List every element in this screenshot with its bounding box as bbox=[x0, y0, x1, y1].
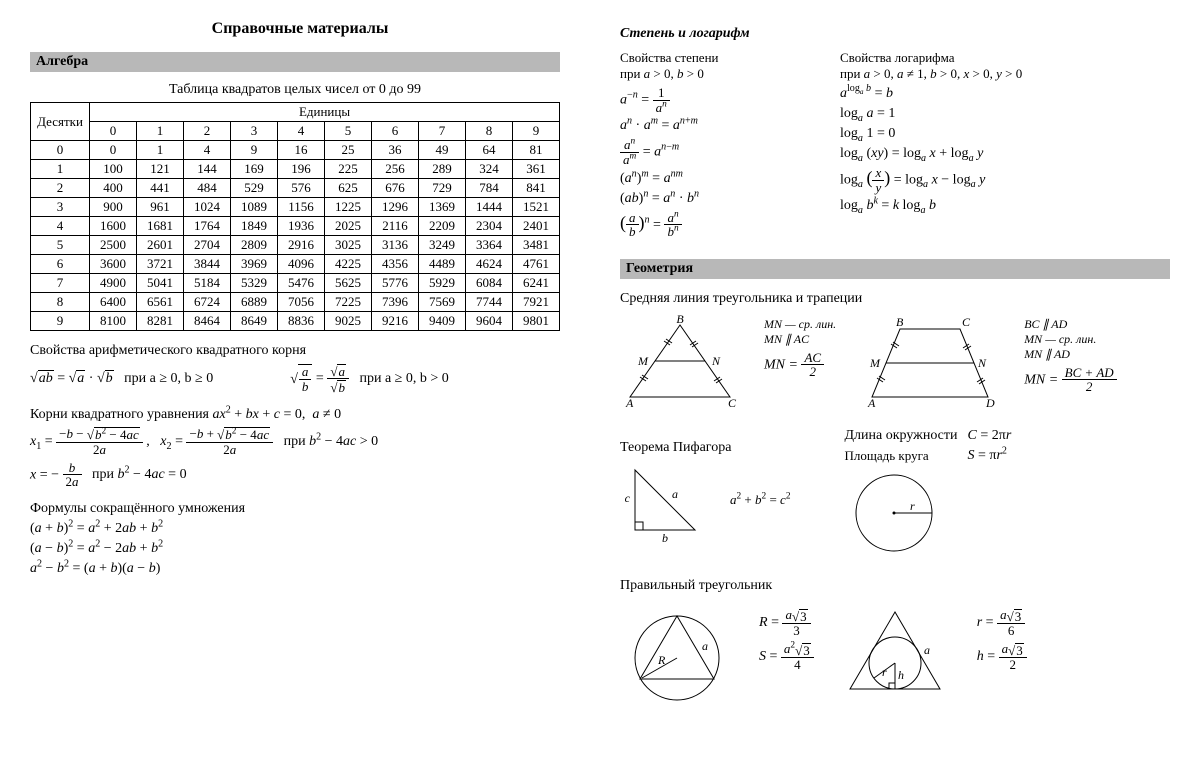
squares-table-caption: Таблица квадратов целых чисел от 0 до 99 bbox=[30, 82, 560, 98]
table-row: 1100121144169196225256289324361 bbox=[31, 160, 560, 179]
svg-text:B: B bbox=[676, 312, 684, 326]
midline-trap-text-2: MN ∥ AD bbox=[1024, 347, 1116, 362]
log-f1: aloga b = b bbox=[840, 86, 1022, 102]
svg-text:C: C bbox=[962, 315, 971, 329]
sqrt-props-heading: Свойства арифметического квадратного кор… bbox=[30, 343, 560, 359]
svg-text:a: a bbox=[702, 639, 708, 653]
power-f6: (ab)n = anbn bbox=[620, 211, 810, 239]
quadratic-x1x2: x1 = −b − b2 − 4ac 2a , x2 = −b + b2 − 4… bbox=[30, 427, 560, 457]
log-cond: при a > 0, a ≠ 1, b > 0, x > 0, y > 0 bbox=[840, 66, 1022, 82]
table-row: 5250026012704280929163025313632493364348… bbox=[31, 236, 560, 255]
power-f1: a−n = 1an bbox=[620, 86, 810, 114]
log-heading: Свойства логарифма bbox=[840, 50, 1022, 66]
table-col-header: 7 bbox=[419, 122, 466, 141]
regtri-S-formula: S = a234 bbox=[759, 642, 814, 672]
svg-text:r: r bbox=[882, 665, 887, 679]
section-power-log: Степень и логарифм bbox=[620, 26, 1170, 42]
table-col-header: 6 bbox=[372, 122, 419, 141]
table-row: 8640065616724688970567225739675697744792… bbox=[31, 293, 560, 312]
midline-trap-formula: MN = BC + AD2 bbox=[1024, 366, 1116, 394]
pythag-formula: a2 + b2 = c2 bbox=[730, 492, 790, 508]
power-cond: при a > 0, b > 0 bbox=[620, 66, 810, 82]
quadratic-heading: Корни квадратного уравнения ax2 + bx + c… bbox=[30, 407, 560, 423]
table-row: 4160016811764184919362025211622092304240… bbox=[31, 217, 560, 236]
log-f6: loga bk = k loga b bbox=[840, 198, 1022, 214]
power-heading: Свойства степени bbox=[620, 50, 810, 66]
regtri-inscribed-figure: h r a bbox=[838, 604, 953, 704]
svg-text:B: B bbox=[896, 315, 904, 329]
table-row: 390096110241089115612251296136914441521 bbox=[31, 198, 560, 217]
power-f4: (an)m = anm bbox=[620, 171, 810, 187]
short-mult-f2: (a − b)2 = a2 − 2ab + b2 bbox=[30, 541, 560, 557]
table-row: 00149162536496481 bbox=[31, 141, 560, 160]
svg-text:N: N bbox=[977, 356, 987, 370]
svg-text:r: r bbox=[910, 499, 915, 513]
table-row: 7490050415184532954765625577659296084624… bbox=[31, 274, 560, 293]
section-geometry: Геометрия bbox=[620, 259, 1170, 279]
midline-tri-formula: MN = AC2 bbox=[764, 351, 836, 379]
area-formula: S = πr2 bbox=[968, 448, 1012, 464]
circ-heading: Длина окружности bbox=[844, 428, 957, 444]
power-f3: anam = an−m bbox=[620, 138, 810, 166]
table-col-header: 9 bbox=[513, 122, 560, 141]
svg-text:c: c bbox=[625, 491, 631, 505]
svg-text:M: M bbox=[869, 356, 881, 370]
svg-text:C: C bbox=[728, 396, 737, 410]
log-f3: loga 1 = 0 bbox=[840, 126, 1022, 142]
midline-heading: Средняя линия треугольника и трапеции bbox=[620, 291, 1170, 307]
log-f2: loga a = 1 bbox=[840, 106, 1022, 122]
regtri-h-formula: h = a32 bbox=[977, 642, 1027, 672]
circ-formula: C = 2πr bbox=[968, 428, 1012, 444]
squares-table: ДесяткиЕдиницы01234567890014916253649648… bbox=[30, 102, 560, 331]
table-col-header: 5 bbox=[325, 122, 372, 141]
table-col-header: 4 bbox=[278, 122, 325, 141]
circle-figure: r bbox=[844, 468, 944, 558]
svg-text:R: R bbox=[657, 653, 666, 667]
regtri-heading: Правильный треугольник bbox=[620, 578, 1170, 594]
table-col-header: 8 bbox=[466, 122, 513, 141]
section-algebra: Алгебра bbox=[30, 52, 560, 72]
page-title: Справочные материалы bbox=[30, 20, 570, 38]
short-mult-f3: a2 − b2 = (a + b)(a − b) bbox=[30, 561, 560, 577]
pythag-heading: Теорема Пифагора bbox=[620, 440, 790, 456]
regtri-r-formula: r = a36 bbox=[977, 608, 1027, 638]
midline-tri-text-1: MN — ср. лин. bbox=[764, 317, 836, 332]
table-col-header: 2 bbox=[184, 122, 231, 141]
table-col-header: 0 bbox=[90, 122, 137, 141]
power-f2: an · am = an+m bbox=[620, 118, 810, 134]
regtri-R-formula: R = a33 bbox=[759, 608, 814, 638]
sqrt-prop-1: ab = a · b при a ≥ 0, b ≥ 0 ab = ab при … bbox=[30, 363, 560, 395]
svg-text:h: h bbox=[898, 668, 904, 682]
log-f4: loga (xy) = loga x + loga y bbox=[840, 146, 1022, 162]
table-col-header: 1 bbox=[137, 122, 184, 141]
table-row: 9810082818464864988369025921694099604980… bbox=[31, 312, 560, 331]
table-row-label: Десятки bbox=[31, 103, 90, 141]
power-f5: (ab)n = an · bn bbox=[620, 191, 810, 207]
midline-trap-text-1: MN — ср. лин. bbox=[1024, 332, 1116, 347]
svg-text:a: a bbox=[924, 643, 930, 657]
svg-text:D: D bbox=[985, 396, 995, 410]
svg-text:a: a bbox=[672, 487, 678, 501]
regtri-circumscribed-figure: R a bbox=[620, 604, 735, 704]
quadratic-x-single: x = − b2a при b2 − 4ac = 0 bbox=[30, 461, 560, 489]
pythag-figure: c a b bbox=[620, 460, 710, 540]
svg-text:M: M bbox=[637, 354, 649, 368]
table-row: 2400441484529576625676729784841 bbox=[31, 179, 560, 198]
trapezoid-midline-figure: B C M N A D bbox=[860, 317, 1000, 412]
area-heading: Площадь круга bbox=[844, 448, 957, 464]
short-mult-heading: Формулы сокращённого умножения bbox=[30, 501, 560, 517]
table-col-header: 3 bbox=[231, 122, 278, 141]
svg-text:N: N bbox=[711, 354, 721, 368]
svg-text:A: A bbox=[625, 396, 634, 410]
triangle-midline-figure: B M N A C bbox=[620, 317, 740, 412]
table-col-group: Единицы bbox=[90, 103, 560, 122]
midline-trap-text-0: BC ∥ AD bbox=[1024, 317, 1116, 332]
short-mult-f1: (a + b)2 = a2 + 2ab + b2 bbox=[30, 521, 560, 537]
log-f5: loga (xy) = loga x − loga y bbox=[840, 166, 1022, 194]
svg-text:b: b bbox=[662, 531, 668, 545]
midline-tri-text-2: MN ∥ AC bbox=[764, 332, 836, 347]
table-row: 6360037213844396940964225435644894624476… bbox=[31, 255, 560, 274]
svg-text:A: A bbox=[867, 396, 876, 410]
